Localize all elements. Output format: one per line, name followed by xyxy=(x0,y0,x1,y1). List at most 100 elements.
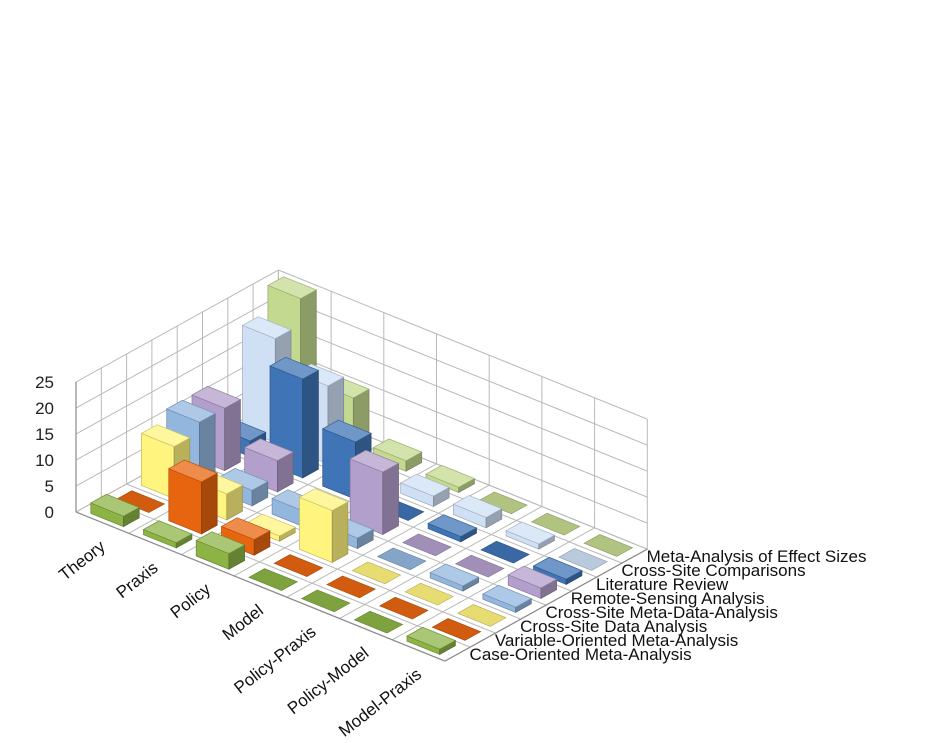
bar-top-face xyxy=(349,449,400,473)
bar-zero-tile xyxy=(583,534,634,557)
bar-top-face xyxy=(399,473,450,497)
back-wall-gridline xyxy=(278,347,648,498)
bar xyxy=(300,589,351,613)
bar xyxy=(298,488,349,564)
bar-top-face xyxy=(372,438,423,462)
back-wall-gridline xyxy=(278,321,648,472)
bar xyxy=(89,493,141,528)
category-label: Model xyxy=(219,601,267,644)
bar-zero-tile xyxy=(248,568,298,591)
bar xyxy=(273,554,324,577)
bar xyxy=(583,534,634,557)
bar xyxy=(431,618,482,641)
bar xyxy=(452,495,503,529)
bars xyxy=(89,276,634,655)
bar xyxy=(142,520,193,549)
bar-top-face xyxy=(429,563,480,587)
grid xyxy=(75,269,648,662)
bar-side-face xyxy=(201,472,218,535)
bar-top-face xyxy=(452,495,503,518)
bar-zero-tile xyxy=(558,548,608,571)
bar-side-face xyxy=(302,369,319,479)
bar-zero-tile xyxy=(431,618,482,641)
bar-top-face xyxy=(267,276,318,299)
bar xyxy=(406,626,457,655)
y-tick-label: 5 xyxy=(45,477,54,496)
bar xyxy=(404,582,454,606)
bar xyxy=(349,449,400,536)
category-label: Praxis xyxy=(113,558,162,602)
bar-top-face xyxy=(195,531,246,554)
category-axis-line xyxy=(75,511,446,662)
y-axis-ticks: 0 5 10 15 20 25 xyxy=(35,373,54,522)
bar xyxy=(376,547,427,571)
bar xyxy=(480,540,530,564)
bar xyxy=(482,584,533,613)
bar xyxy=(429,563,480,592)
bar xyxy=(505,521,556,550)
bar xyxy=(532,556,583,585)
bar-top-face xyxy=(165,399,216,423)
bar xyxy=(195,531,246,570)
category-label: Theory xyxy=(55,537,109,585)
y-tick-label: 20 xyxy=(35,399,54,418)
bar-top-face xyxy=(191,385,242,409)
bar-top-face xyxy=(243,438,294,462)
bar-zero-tile xyxy=(404,582,454,606)
bar-zero-tile xyxy=(351,561,402,585)
y-tick-label: 10 xyxy=(35,451,54,470)
bar-top-face xyxy=(321,419,372,443)
bar-side-face xyxy=(331,501,349,564)
bar-top-face xyxy=(425,465,476,488)
bar-top-face xyxy=(427,514,478,537)
bar xyxy=(326,575,376,599)
bar xyxy=(456,604,507,627)
bar-top-face xyxy=(89,493,141,517)
bar-top-face xyxy=(269,356,320,380)
bar xyxy=(399,473,450,508)
series-axis-line xyxy=(444,548,648,662)
bar-side-face xyxy=(382,462,399,536)
bar-top-face xyxy=(140,424,191,447)
back-wall-gridline xyxy=(278,269,648,420)
bar-top-face xyxy=(406,626,457,650)
category-label: Policy xyxy=(167,579,215,622)
bar-top-face xyxy=(507,565,558,589)
bar-zero-tile xyxy=(480,540,530,564)
bar-top-face xyxy=(532,556,583,580)
bar xyxy=(507,565,558,599)
bar-zero-tile xyxy=(273,554,324,577)
bar-zero-tile xyxy=(402,533,452,557)
bar-top-face xyxy=(482,584,533,608)
series-label: Literature Review xyxy=(596,575,729,594)
series-axis-labels: Case-Oriented Meta-AnalysisVariable-Orie… xyxy=(470,547,867,664)
bar xyxy=(243,438,294,493)
bar-top-face xyxy=(505,521,556,545)
bar xyxy=(351,561,402,585)
bar xyxy=(427,514,478,543)
series-label: Cross-Site Data Analysis xyxy=(520,617,707,636)
bar-zero-tile xyxy=(454,554,505,578)
bar xyxy=(378,596,429,620)
y-tick-label: 0 xyxy=(45,503,54,522)
bar-zero-tile xyxy=(376,547,427,571)
series-label: Cross-Site Comparisons xyxy=(621,561,805,580)
bar-zero-tile xyxy=(326,575,376,599)
bar xyxy=(454,554,505,578)
bar-top-face xyxy=(142,520,193,544)
bar xyxy=(402,533,452,557)
bar xyxy=(220,517,271,556)
series-label: Meta-Analysis of Effect Sizes xyxy=(647,547,867,566)
bar xyxy=(425,465,476,494)
bar-zero-tile xyxy=(378,596,429,620)
bar xyxy=(353,610,404,634)
series-label: Variable-Oriented Meta-Analysis xyxy=(495,631,738,650)
y-tick-label: 25 xyxy=(35,373,54,392)
bar-side-face xyxy=(224,398,241,472)
y-tick-label: 15 xyxy=(35,425,54,444)
bar xyxy=(248,568,298,591)
bar-top-face xyxy=(298,488,349,511)
series-label: Case-Oriented Meta-Analysis xyxy=(470,645,692,664)
bar-zero-tile xyxy=(530,512,581,536)
